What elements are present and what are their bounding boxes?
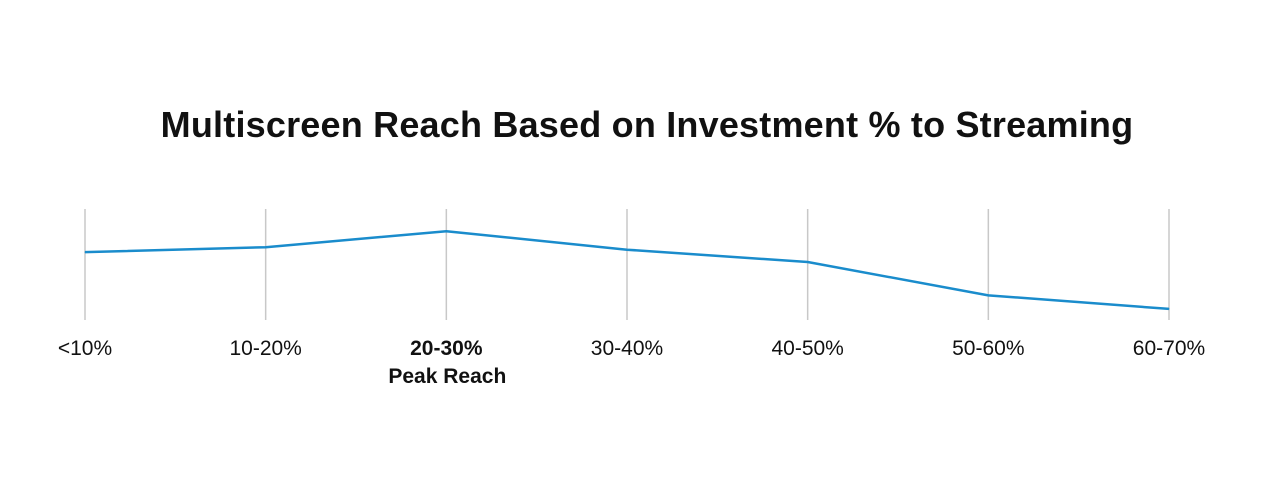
- data-point: [626, 249, 628, 251]
- x-tick-label: 10-20%: [229, 337, 301, 360]
- x-axis-tick-labels: <10% 10-20% 20-30% 30-40% 40-50% 50-60% 60-70%: [58, 337, 1205, 360]
- peak-reach-annotation: Peak Reach: [388, 365, 506, 388]
- data-point: [445, 230, 447, 232]
- x-tick-label: 20-30%: [410, 337, 483, 360]
- chart-title: Multiscreen Reach Based on Investment % …: [160, 104, 1134, 145]
- x-tick-label: 40-50%: [771, 337, 843, 360]
- x-tick-label: 60-70%: [1133, 337, 1205, 360]
- data-point: [84, 251, 86, 253]
- x-tick-label: <10%: [58, 337, 112, 360]
- x-tick-label: 50-60%: [952, 337, 1024, 360]
- data-point: [807, 261, 809, 263]
- data-point: [987, 294, 989, 296]
- data-point: [1168, 308, 1170, 310]
- x-tick-label: 30-40%: [591, 337, 663, 360]
- data-point: [265, 246, 267, 248]
- gridlines: [84, 209, 1170, 320]
- series-line-group: [84, 229, 1170, 311]
